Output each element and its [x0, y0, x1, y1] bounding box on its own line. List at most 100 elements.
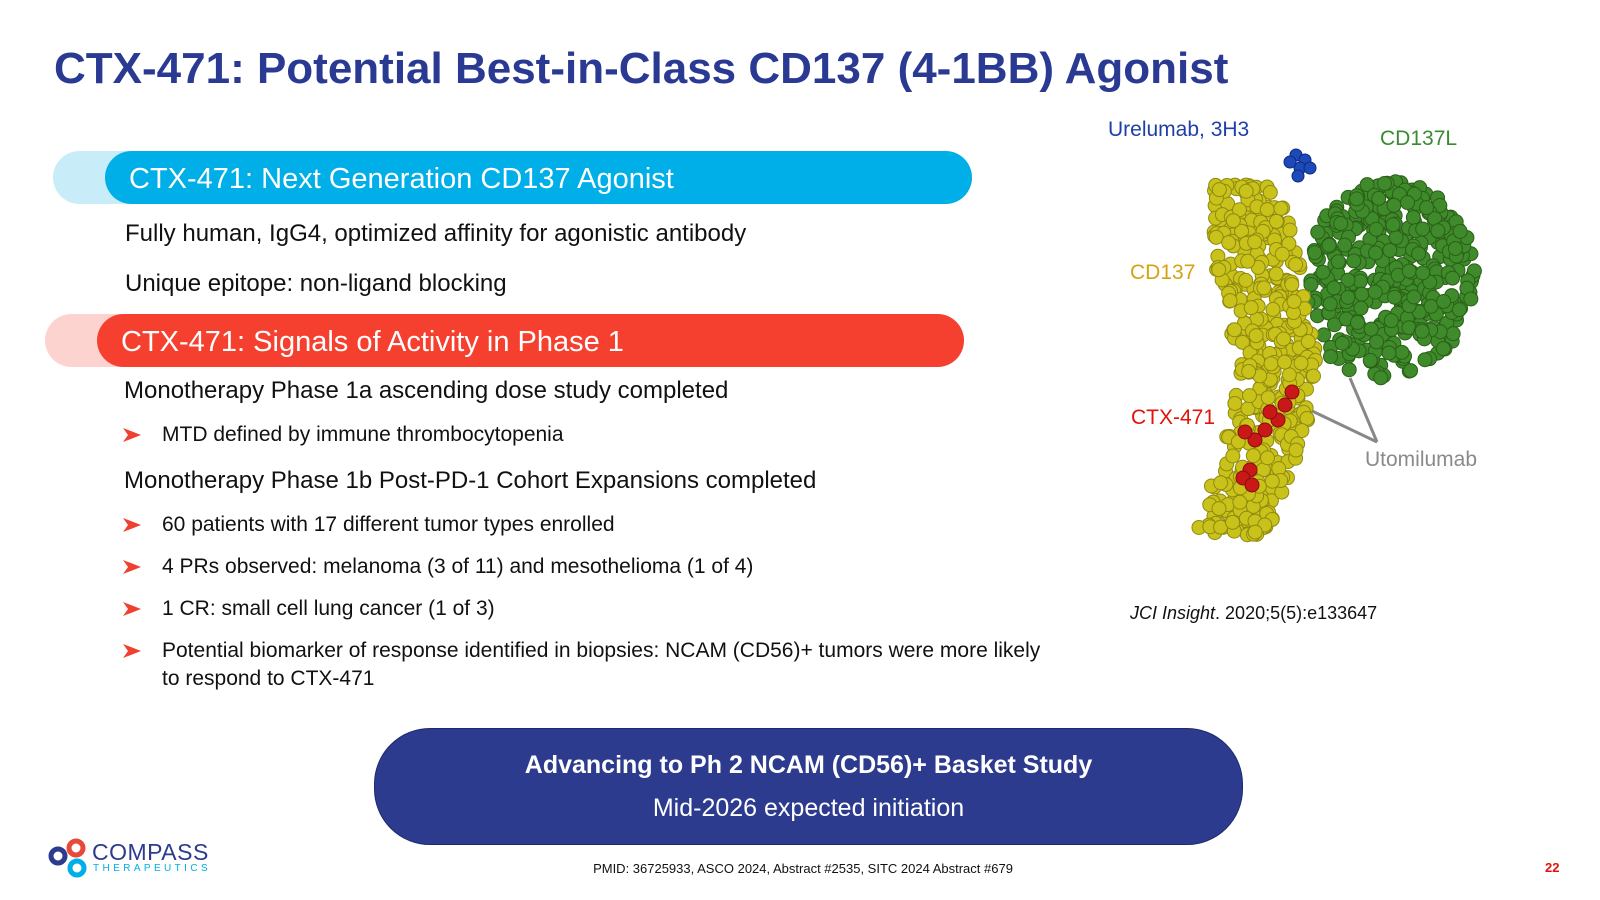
- pointer-line: [1309, 408, 1378, 444]
- figure-label: CD137L: [1380, 127, 1458, 150]
- atom: [1350, 315, 1366, 331]
- citation-details: . 2020;5(5):e133647: [1215, 603, 1378, 623]
- bullet-arrow: [123, 644, 141, 658]
- atom: [1265, 301, 1281, 317]
- atom: [1387, 289, 1403, 305]
- atom: [1213, 475, 1229, 491]
- atom: [1417, 352, 1433, 368]
- atom: [1388, 230, 1404, 246]
- section-band: CTX-471: Signals of Activity in Phase 1: [45, 314, 964, 367]
- atom: [1247, 524, 1263, 540]
- atom: [1333, 216, 1349, 232]
- atom: [1368, 245, 1384, 261]
- figure-label: CD137: [1130, 261, 1196, 284]
- atom: [1337, 237, 1353, 253]
- atom: [1415, 221, 1431, 237]
- atom: [1288, 257, 1304, 273]
- atom: [1291, 169, 1305, 183]
- atom: [1394, 344, 1410, 360]
- arrow-shape: [123, 518, 141, 532]
- atom: [1323, 349, 1339, 365]
- atom: [1281, 367, 1297, 383]
- atom: [1286, 293, 1302, 309]
- arrow-shape: [123, 602, 141, 616]
- bullet: 4 PRs observed: melanoma (3 of 11) and m…: [162, 555, 754, 578]
- atom: [1262, 404, 1278, 420]
- atom: [1340, 272, 1356, 288]
- atom: [1208, 229, 1224, 245]
- page-number: 22: [1545, 860, 1560, 875]
- logo-icon: [48, 838, 87, 878]
- atom: [1243, 300, 1259, 316]
- bullet-arrow: [123, 602, 141, 616]
- atom: [1381, 345, 1397, 361]
- atom: [1259, 450, 1275, 466]
- atom: [1316, 327, 1332, 343]
- atom: [1260, 390, 1276, 406]
- atom: [1340, 289, 1356, 305]
- bullet: MTD defined by immune thrombocytopenia: [162, 423, 564, 446]
- logo-name: COMPASS: [92, 839, 209, 865]
- bullet-arrow: [123, 428, 141, 442]
- atom: [1238, 183, 1254, 199]
- item: Monotherapy Phase 1b Post-PD-1 Cohort Ex…: [124, 467, 817, 494]
- atom: [1225, 213, 1241, 229]
- atom: [1237, 424, 1253, 440]
- figure-citation: JCI Insight. 2020;5(5):e133647: [1130, 603, 1377, 624]
- atom: [1293, 355, 1309, 371]
- atom: [1282, 222, 1298, 238]
- atom: [1305, 368, 1321, 384]
- atom: [1303, 161, 1317, 175]
- item: Fully human, IgG4, optimized affinity fo…: [125, 220, 747, 247]
- section-band-main: CTX-471: Signals of Activity in Phase 1: [97, 314, 964, 367]
- bullet-arrow: [123, 518, 141, 532]
- bullet: 60 patients with 17 different tumor type…: [162, 513, 615, 536]
- atom: [1369, 334, 1385, 350]
- atom: [1321, 237, 1337, 253]
- atom: [1277, 354, 1293, 370]
- atom: [1403, 363, 1419, 379]
- atom: [1451, 302, 1467, 318]
- figure-label: CTX-471: [1131, 406, 1216, 429]
- callout: Advancing to Ph 2 NCAM (CD56)+ Basket St…: [374, 728, 1243, 845]
- atom: [1276, 331, 1292, 347]
- atom: [1341, 362, 1357, 378]
- atom: [1283, 155, 1297, 169]
- atom: [1211, 262, 1227, 278]
- atom: [1385, 217, 1401, 233]
- atom: [1225, 448, 1241, 464]
- atom: [1326, 280, 1342, 296]
- pointer-line: [1348, 377, 1379, 443]
- slide-title: CTX-471: Potential Best-in-Class CD137 (…: [54, 44, 1229, 93]
- item: Unique epitope: non-ligand blocking: [125, 270, 507, 297]
- atom: [1273, 200, 1289, 216]
- atom: [1288, 442, 1304, 458]
- atom: [1447, 241, 1463, 257]
- atom: [1436, 293, 1452, 309]
- atom: [1277, 397, 1293, 413]
- atom: [1238, 272, 1254, 288]
- atom: [1263, 356, 1279, 372]
- atom: [1330, 254, 1346, 270]
- arrow-shape: [123, 560, 141, 574]
- atom: [1257, 422, 1273, 438]
- atom: [1307, 245, 1323, 261]
- bullet: 1 CR: small cell lung cancer (1 of 3): [162, 597, 495, 620]
- atom: [1274, 246, 1290, 262]
- atom: [1268, 266, 1284, 282]
- atom: [1367, 284, 1383, 300]
- atom: [1445, 326, 1461, 342]
- references: PMID: 36725933, ASCO 2024, Abstract #253…: [593, 861, 1013, 876]
- atom: [1268, 213, 1284, 229]
- atom: [1383, 313, 1399, 329]
- atom: [1386, 197, 1402, 213]
- atom: [1211, 501, 1227, 517]
- atom: [1452, 223, 1468, 239]
- atom: [1244, 477, 1260, 493]
- atom: [1322, 296, 1338, 312]
- atom: [1354, 286, 1370, 302]
- atom: [1435, 341, 1451, 357]
- atom: [1234, 334, 1250, 350]
- atom: [1221, 235, 1237, 251]
- atom: [1256, 280, 1272, 296]
